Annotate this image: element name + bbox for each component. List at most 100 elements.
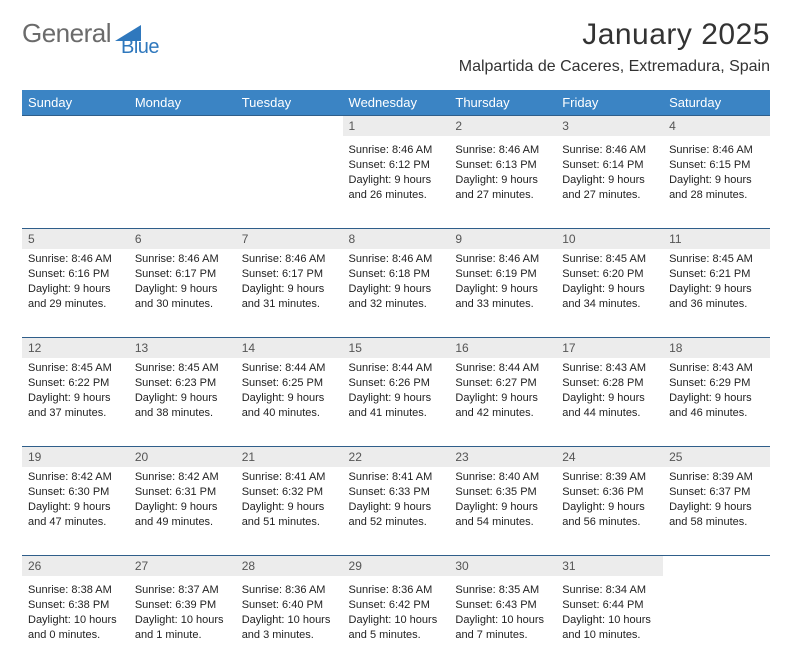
daynum-cell: 24 — [556, 446, 663, 467]
day-cell-line: Sunset: 6:35 PM — [455, 485, 550, 500]
day-cell-line: Sunrise: 8:44 AM — [349, 361, 444, 376]
day-cell-line: Sunset: 6:16 PM — [28, 267, 123, 282]
day-cell-line: Sunrise: 8:42 AM — [28, 470, 123, 485]
day-cell-line: and 49 minutes. — [135, 515, 230, 530]
day-cell: Sunrise: 8:46 AMSunset: 6:18 PMDaylight:… — [343, 249, 450, 317]
day-cell-line: Sunset: 6:33 PM — [349, 485, 444, 500]
day-cell-line: Sunset: 6:28 PM — [562, 376, 657, 391]
daynum-cell — [129, 115, 236, 140]
day-cell-line: Sunrise: 8:42 AM — [135, 470, 230, 485]
day-cell-line: Daylight: 9 hours — [28, 391, 123, 406]
day-number: 16 — [449, 337, 556, 358]
day-cell-line: Daylight: 9 hours — [242, 391, 337, 406]
day-cell-line: Sunrise: 8:36 AM — [242, 583, 337, 598]
day-number: 15 — [343, 337, 450, 358]
day-cell-line: Sunrise: 8:44 AM — [242, 361, 337, 376]
day-cell-line: and 41 minutes. — [349, 406, 444, 421]
weekday-header: Monday — [129, 90, 236, 115]
day-number: 4 — [663, 115, 770, 136]
day-cell-line: Sunset: 6:14 PM — [562, 158, 657, 173]
daycontent-cell: Sunrise: 8:38 AMSunset: 6:38 PMDaylight:… — [22, 580, 129, 668]
day-cell: Sunrise: 8:44 AMSunset: 6:26 PMDaylight:… — [343, 358, 450, 426]
daynum-cell: 5 — [22, 228, 129, 249]
day-cell-line: Sunset: 6:18 PM — [349, 267, 444, 282]
daynum-cell: 12 — [22, 337, 129, 358]
day-cell-line: and 27 minutes. — [455, 188, 550, 203]
day-cell-line: Daylight: 10 hours — [349, 613, 444, 628]
day-number: 1 — [343, 115, 450, 136]
day-cell-line: Sunrise: 8:35 AM — [455, 583, 550, 598]
day-cell: Sunrise: 8:46 AMSunset: 6:17 PMDaylight:… — [236, 249, 343, 317]
daynum-cell: 13 — [129, 337, 236, 358]
day-cell-line: and 46 minutes. — [669, 406, 764, 421]
day-cell-line: Sunset: 6:13 PM — [455, 158, 550, 173]
day-cell-line: Daylight: 9 hours — [562, 173, 657, 188]
day-cell-line: and 42 minutes. — [455, 406, 550, 421]
weekday-header: Tuesday — [236, 90, 343, 115]
day-cell-line: Sunrise: 8:46 AM — [455, 252, 550, 267]
daynum-cell: 23 — [449, 446, 556, 467]
day-cell-line: Sunset: 6:27 PM — [455, 376, 550, 391]
day-cell-line: Sunset: 6:22 PM — [28, 376, 123, 391]
day-cell-line: Sunset: 6:42 PM — [349, 598, 444, 613]
day-cell-line: Sunrise: 8:39 AM — [669, 470, 764, 485]
daycontent-cell: Sunrise: 8:42 AMSunset: 6:30 PMDaylight:… — [22, 467, 129, 555]
daycontent-cell: Sunrise: 8:42 AMSunset: 6:31 PMDaylight:… — [129, 467, 236, 555]
daycontent-cell: Sunrise: 8:35 AMSunset: 6:43 PMDaylight:… — [449, 580, 556, 668]
weekday-header: Wednesday — [343, 90, 450, 115]
daynum-cell: 25 — [663, 446, 770, 467]
day-cell-line: Sunset: 6:15 PM — [669, 158, 764, 173]
daynum-cell: 1 — [343, 115, 450, 140]
daynum-cell: 22 — [343, 446, 450, 467]
day-cell-line: Daylight: 10 hours — [562, 613, 657, 628]
weekday-header: Saturday — [663, 90, 770, 115]
day-number: 27 — [129, 555, 236, 576]
day-cell-line: Daylight: 9 hours — [242, 500, 337, 515]
daycontent-cell: Sunrise: 8:36 AMSunset: 6:42 PMDaylight:… — [343, 580, 450, 668]
day-cell-line: Daylight: 9 hours — [562, 282, 657, 297]
day-number: 9 — [449, 228, 556, 249]
day-cell-line: Daylight: 9 hours — [562, 391, 657, 406]
day-cell-line: Daylight: 9 hours — [349, 173, 444, 188]
day-cell-line: and 34 minutes. — [562, 297, 657, 312]
day-cell-line: and 26 minutes. — [349, 188, 444, 203]
day-cell-line: Daylight: 10 hours — [242, 613, 337, 628]
day-cell: Sunrise: 8:46 AMSunset: 6:14 PMDaylight:… — [556, 140, 663, 208]
daycontent-cell: Sunrise: 8:46 AMSunset: 6:16 PMDaylight:… — [22, 249, 129, 337]
day-cell: Sunrise: 8:42 AMSunset: 6:30 PMDaylight:… — [22, 467, 129, 535]
daynum-cell: 4 — [663, 115, 770, 140]
daynum-cell — [236, 115, 343, 140]
logo-text-general: General — [22, 18, 111, 49]
day-cell-line: Sunset: 6:19 PM — [455, 267, 550, 282]
daynum-cell: 14 — [236, 337, 343, 358]
daycontent-cell: Sunrise: 8:41 AMSunset: 6:32 PMDaylight:… — [236, 467, 343, 555]
daycontent-cell: Sunrise: 8:39 AMSunset: 6:36 PMDaylight:… — [556, 467, 663, 555]
day-cell-line: Sunrise: 8:43 AM — [669, 361, 764, 376]
day-cell-line: Daylight: 10 hours — [28, 613, 123, 628]
empty-day — [22, 115, 129, 140]
day-cell-line: and 30 minutes. — [135, 297, 230, 312]
day-cell: Sunrise: 8:36 AMSunset: 6:42 PMDaylight:… — [343, 580, 450, 648]
day-cell-line: Sunrise: 8:46 AM — [349, 252, 444, 267]
day-cell-line: Daylight: 9 hours — [349, 391, 444, 406]
day-cell-line: Sunrise: 8:38 AM — [28, 583, 123, 598]
daynum-cell: 29 — [343, 555, 450, 580]
day-cell-line: Sunset: 6:12 PM — [349, 158, 444, 173]
day-number: 25 — [663, 446, 770, 467]
daycontent-cell: Sunrise: 8:43 AMSunset: 6:29 PMDaylight:… — [663, 358, 770, 446]
day-number: 22 — [343, 446, 450, 467]
weekday-header: Sunday — [22, 90, 129, 115]
daynum-cell: 31 — [556, 555, 663, 580]
day-cell: Sunrise: 8:40 AMSunset: 6:35 PMDaylight:… — [449, 467, 556, 535]
daycontent-cell: Sunrise: 8:46 AMSunset: 6:17 PMDaylight:… — [129, 249, 236, 337]
day-number: 12 — [22, 337, 129, 358]
daynum-cell: 16 — [449, 337, 556, 358]
day-number: 3 — [556, 115, 663, 136]
daynum-cell: 8 — [343, 228, 450, 249]
day-cell: Sunrise: 8:36 AMSunset: 6:40 PMDaylight:… — [236, 580, 343, 648]
day-number: 31 — [556, 555, 663, 576]
day-cell-line: and 52 minutes. — [349, 515, 444, 530]
day-number: 2 — [449, 115, 556, 136]
day-cell: Sunrise: 8:38 AMSunset: 6:38 PMDaylight:… — [22, 580, 129, 648]
day-cell-line: Sunset: 6:21 PM — [669, 267, 764, 282]
